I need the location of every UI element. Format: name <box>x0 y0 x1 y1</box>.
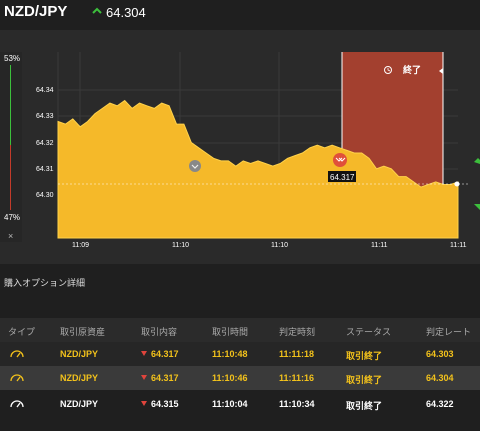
y-tick-label: 64.33 <box>36 113 54 120</box>
marker-price-box <box>328 171 356 182</box>
gauge-icon <box>10 374 24 382</box>
trade-time: 11:10:04 <box>212 399 248 409</box>
status: 取引終了 <box>346 351 383 361</box>
expiry-clock-icon <box>384 66 392 74</box>
header: NZD/JPY 64.304 <box>0 0 480 28</box>
col-header: タイプ <box>8 327 36 337</box>
down-arrow-icon <box>141 401 147 406</box>
sentiment-bar <box>0 52 22 242</box>
up-icon-right[interactable] <box>474 158 480 164</box>
judge-time: 11:10:34 <box>279 399 315 409</box>
col-header: 取引内容 <box>141 327 178 337</box>
judge-time: 11:11:16 <box>279 373 315 383</box>
table-row[interactable]: NZD/JPY 64.317 11:10:46 11:11:16 取引終了 64… <box>0 366 480 390</box>
status: 取引終了 <box>346 401 383 411</box>
asset: NZD/JPY <box>60 373 99 383</box>
y-tick-label: 64.34 <box>36 87 54 94</box>
content: 64.317 <box>141 349 179 359</box>
gauge-icon <box>10 400 24 408</box>
current-price-dot <box>454 181 460 187</box>
trade-marker-grey[interactable] <box>189 160 201 172</box>
judge-rate: 64.304 <box>426 373 454 383</box>
down-arrow-icon <box>141 351 147 356</box>
col-header: ステータス <box>346 327 392 337</box>
judge-rate: 64.322 <box>426 399 454 409</box>
price-area <box>57 99 459 239</box>
trade-time: 11:10:46 <box>212 373 248 383</box>
down-arrow-icon <box>141 375 147 380</box>
marker-price: 64.317 <box>330 173 355 182</box>
status: 取引終了 <box>346 375 383 385</box>
content: 64.315 <box>141 399 179 409</box>
y-tick-label: 64.30 <box>36 192 54 199</box>
expiry-label: 終了 <box>403 64 421 75</box>
scroll-left-icon[interactable] <box>439 68 443 74</box>
x-tick-label: 11:10 <box>172 242 189 249</box>
sentiment-high-pct: 53% <box>4 54 21 63</box>
current-price: 64.304 <box>106 5 146 20</box>
x-tick-label: 11:10 <box>271 242 288 249</box>
currency-pair-title: NZD/JPY <box>4 3 68 20</box>
price-chart[interactable]: 64.34 64.33 64.32 64.31 64.30 11:09 11:1… <box>0 0 480 264</box>
x-tick-label: 11:11 <box>450 242 467 249</box>
table-row[interactable]: NZD/JPY 64.317 11:10:48 11:11:18 取引終了 64… <box>0 342 480 366</box>
sentiment-low-pct: 47% <box>4 213 21 222</box>
close-icon[interactable]: × <box>8 231 14 241</box>
gauge-icon <box>10 350 24 358</box>
judge-time: 11:11:18 <box>279 349 315 359</box>
judge-rate: 64.303 <box>426 349 454 359</box>
col-header: 取引時間 <box>212 327 249 337</box>
table-row[interactable]: NZD/JPY 64.315 11:10:04 11:10:34 取引終了 64… <box>0 392 480 416</box>
section-title: 購入オプション詳細 <box>4 278 86 288</box>
col-header: 判定レート <box>426 327 472 337</box>
asset: NZD/JPY <box>60 399 99 409</box>
down-icon-right[interactable] <box>474 204 480 210</box>
col-header: 判定時刻 <box>279 327 316 337</box>
asset: NZD/JPY <box>60 349 99 359</box>
x-tick-label: 11:09 <box>72 242 89 249</box>
sentiment-bar-red <box>10 145 11 210</box>
x-tick-label: 11:11 <box>371 242 388 249</box>
y-tick-label: 64.31 <box>36 166 54 173</box>
col-header: 取引原資産 <box>60 327 106 337</box>
y-tick-label: 64.32 <box>36 140 54 147</box>
content: 64.317 <box>141 373 179 383</box>
trade-time: 11:10:48 <box>212 349 248 359</box>
sentiment-bar-green <box>10 65 11 145</box>
up-chevron-icon <box>92 7 102 14</box>
table-header: タイプ 取引原資産 取引内容 取引時間 判定時刻 ステータス 判定レート <box>0 318 480 342</box>
